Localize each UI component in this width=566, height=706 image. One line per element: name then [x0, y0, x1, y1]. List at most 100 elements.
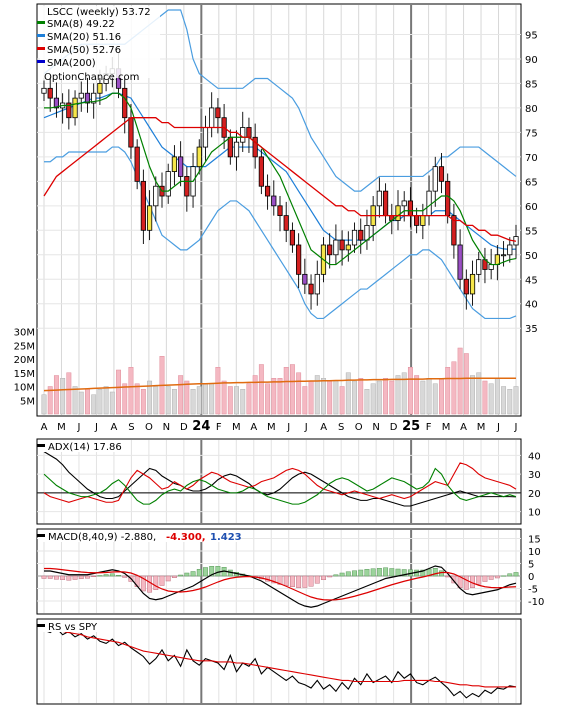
volume-bar: [370, 383, 376, 415]
volume-bar: [171, 389, 177, 415]
volume-bar: [234, 386, 239, 415]
macd-histogram-bar: [321, 575, 326, 580]
price-candle: [351, 229, 358, 246]
price-y-tick: 75: [525, 128, 538, 139]
volume-bar: [439, 378, 444, 415]
x-tick-label: N: [372, 422, 379, 433]
price-y-tick: 35: [525, 324, 538, 335]
macd-histogram-bar: [72, 575, 78, 580]
price-candle: [382, 190, 389, 217]
macd-legend: MACD(8,40,9) -2.880, -4.300, 1.423: [37, 530, 242, 543]
price-candle: [327, 244, 333, 256]
macd-histogram-bar: [66, 575, 72, 581]
price-y-tick: 45: [525, 275, 538, 286]
macd-y-tick: 0: [528, 572, 534, 583]
price-candle: [84, 92, 91, 104]
price-candle: [128, 117, 134, 148]
price-candle: [426, 190, 432, 217]
macd-histogram-bar: [91, 575, 97, 577]
price-y-tick: 60: [525, 202, 538, 213]
adx-y-tick: 20: [528, 489, 541, 500]
macd-histogram-bar: [327, 575, 333, 578]
price-candle: [283, 215, 289, 231]
x-tick-label: F: [216, 422, 222, 433]
volume-bar: [426, 378, 432, 415]
volume-bar: [103, 386, 109, 415]
price-candle: [414, 215, 420, 226]
volume-bar: [122, 383, 128, 415]
macd-histogram-bar: [190, 571, 196, 577]
price-candle: [407, 200, 414, 217]
macd-histogram-bar: [308, 575, 314, 587]
macd-histogram-bar: [140, 575, 146, 592]
macd-histogram-bar: [364, 569, 370, 577]
volume-bar: [476, 372, 482, 415]
macd-histogram-bar: [314, 575, 320, 584]
price-candle: [140, 180, 146, 231]
macd-histogram-bar: [97, 575, 103, 577]
volume-bar: [389, 380, 395, 415]
macd-histogram-bar: [383, 567, 389, 577]
macd-histogram-bar: [507, 573, 513, 577]
price-candle: [401, 200, 407, 207]
volume-bar: [78, 391, 84, 415]
macd-histogram-bar: [352, 570, 357, 577]
macd-histogram-bar: [171, 575, 177, 578]
adx-series-line: [43, 467, 517, 505]
macd-histogram-bar: [116, 575, 121, 577]
x-tick-label: J: [76, 422, 80, 433]
macd-histogram-bar: [395, 568, 401, 577]
price-candle: [289, 229, 296, 246]
price-candle: [97, 83, 103, 94]
legend-sma8-swatch: [37, 21, 45, 24]
volume-bar: [190, 389, 196, 415]
macd-histogram-bar: [501, 575, 507, 577]
volume-bar: [60, 378, 66, 415]
macd-y-tick: 5: [528, 560, 534, 571]
volume-bar: [289, 364, 295, 415]
macd-histogram-bar: [184, 572, 190, 577]
volume-bar: [203, 383, 208, 415]
price-candle: [66, 102, 72, 119]
volume-bar: [184, 380, 190, 415]
macd-hist-value: 1.423: [210, 532, 242, 543]
price-y-tick: 65: [525, 177, 538, 188]
price-candle: [171, 156, 178, 172]
macd-histogram-bar: [53, 575, 59, 580]
macd-histogram-bar: [215, 566, 221, 577]
macd-histogram-bar: [109, 573, 115, 577]
volume-bar: [302, 386, 308, 415]
x-tick-label: A: [320, 422, 327, 433]
macd-histogram-bar: [47, 575, 53, 579]
price-candle: [488, 264, 494, 270]
price-candle: [233, 141, 240, 158]
legend-sma20-swatch: [37, 34, 45, 37]
volume-bar: [128, 367, 134, 415]
price-candle: [358, 229, 364, 241]
x-tick-label: N: [163, 422, 170, 433]
macd-histogram-bar: [60, 575, 66, 580]
volume-bar: [364, 389, 370, 415]
volume-y-tick: 30M: [14, 328, 35, 339]
price-y-tick: 80: [525, 104, 538, 115]
price-y-tick: 85: [525, 79, 538, 90]
macd-histogram-bar: [209, 566, 215, 577]
volume-bar: [482, 380, 488, 415]
volume-bar: [339, 386, 345, 415]
price-title: LSCC (weekly) 53.72: [47, 7, 151, 18]
x-tick-label: A: [41, 422, 48, 433]
volume-bar: [407, 367, 413, 415]
adx-legend: ADX(14) 17.86: [37, 440, 122, 453]
x-tick-label: M: [232, 422, 241, 433]
price-candle: [78, 92, 84, 99]
volume-bar: [401, 372, 407, 415]
volume-bar: [445, 367, 451, 415]
x-tick-label: M: [57, 422, 66, 433]
volume-bar: [147, 380, 153, 415]
adx-panel-frame: [36, 438, 522, 525]
volume-bar: [376, 380, 382, 415]
macd-histogram-bar: [103, 574, 109, 577]
macd-histogram-bar: [159, 575, 165, 586]
price-candle: [476, 259, 482, 275]
